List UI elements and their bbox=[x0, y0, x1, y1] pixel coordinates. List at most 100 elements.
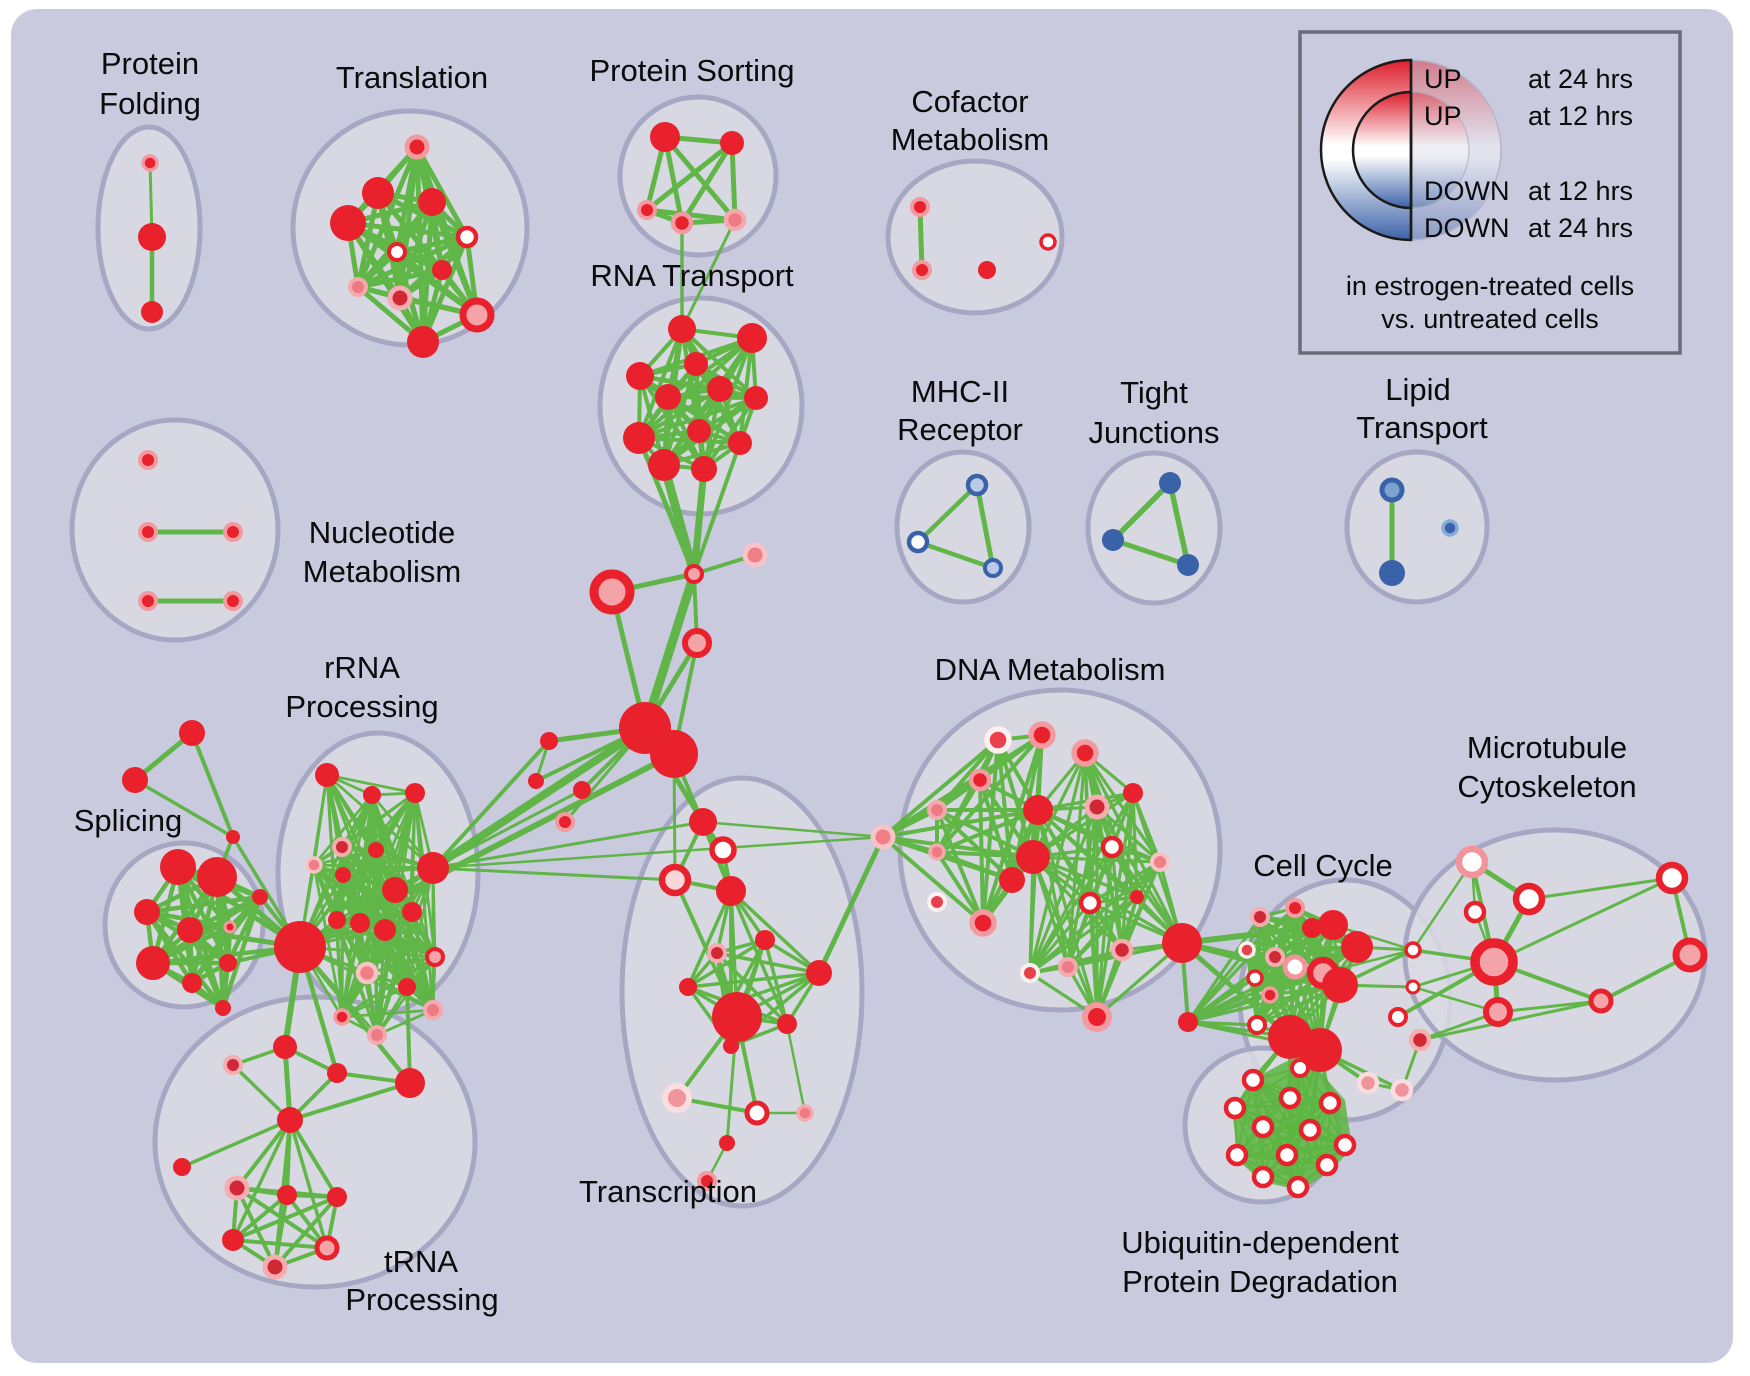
network-node[interactable] bbox=[910, 197, 930, 217]
network-node[interactable] bbox=[709, 836, 737, 864]
network-node[interactable] bbox=[1455, 845, 1489, 879]
network-node[interactable] bbox=[1238, 941, 1256, 959]
network-node[interactable] bbox=[978, 261, 996, 279]
network-node[interactable] bbox=[1379, 477, 1405, 503]
network-node[interactable] bbox=[1322, 967, 1358, 1003]
network-node[interactable] bbox=[305, 856, 323, 874]
network-node[interactable] bbox=[623, 422, 655, 454]
network-node[interactable] bbox=[417, 852, 449, 884]
network-node[interactable] bbox=[138, 591, 158, 611]
network-node[interactable] bbox=[679, 978, 697, 996]
network-node[interactable] bbox=[387, 285, 413, 311]
network-node[interactable] bbox=[1223, 1096, 1247, 1120]
network-node[interactable] bbox=[1318, 910, 1348, 940]
network-node[interactable] bbox=[141, 301, 163, 323]
network-node[interactable] bbox=[1285, 898, 1305, 918]
network-node[interactable] bbox=[984, 726, 1012, 754]
network-node[interactable] bbox=[335, 867, 351, 883]
network-node[interactable] bbox=[723, 208, 747, 232]
network-node[interactable] bbox=[707, 943, 727, 963]
network-node[interactable] bbox=[402, 902, 422, 922]
network-node[interactable] bbox=[1102, 529, 1124, 551]
network-node[interactable] bbox=[355, 961, 379, 985]
network-node[interactable] bbox=[1028, 721, 1056, 749]
network-node[interactable] bbox=[404, 134, 430, 160]
network-node[interactable] bbox=[1298, 1118, 1322, 1142]
network-node[interactable] bbox=[398, 978, 416, 996]
network-node[interactable] bbox=[1379, 560, 1405, 586]
network-node[interactable] bbox=[350, 913, 370, 933]
network-node[interactable] bbox=[1286, 1175, 1310, 1199]
network-node[interactable] bbox=[655, 384, 681, 410]
network-node[interactable] bbox=[928, 843, 946, 861]
network-node[interactable] bbox=[1261, 986, 1279, 1004]
network-node[interactable] bbox=[684, 564, 704, 584]
network-node[interactable] bbox=[348, 277, 368, 297]
network-node[interactable] bbox=[1463, 900, 1487, 924]
network-node[interactable] bbox=[719, 1135, 735, 1151]
network-node[interactable] bbox=[425, 947, 445, 967]
network-node[interactable] bbox=[418, 188, 446, 216]
network-node[interactable] bbox=[589, 569, 635, 615]
network-node[interactable] bbox=[870, 824, 896, 850]
network-node[interactable] bbox=[1588, 988, 1614, 1014]
network-node[interactable] bbox=[1159, 472, 1181, 494]
network-node[interactable] bbox=[1405, 979, 1421, 995]
network-node[interactable] bbox=[1250, 907, 1270, 927]
network-node[interactable] bbox=[1247, 1015, 1267, 1035]
network-node[interactable] bbox=[219, 954, 237, 972]
network-node[interactable] bbox=[136, 946, 170, 980]
network-node[interactable] bbox=[223, 591, 243, 611]
network-node[interactable] bbox=[367, 1025, 387, 1045]
network-node[interactable] bbox=[423, 1000, 443, 1020]
network-node[interactable] bbox=[670, 211, 694, 235]
network-node[interactable] bbox=[1110, 938, 1134, 962]
network-node[interactable] bbox=[134, 899, 160, 925]
network-node[interactable] bbox=[1016, 840, 1050, 874]
network-node[interactable] bbox=[744, 386, 768, 410]
network-node[interactable] bbox=[1408, 1028, 1432, 1052]
network-node[interactable] bbox=[1150, 852, 1170, 872]
network-node[interactable] bbox=[697, 1171, 717, 1191]
network-node[interactable] bbox=[363, 786, 381, 804]
network-node[interactable] bbox=[650, 122, 680, 152]
network-node[interactable] bbox=[368, 842, 384, 858]
network-node[interactable] bbox=[927, 892, 947, 912]
network-node[interactable] bbox=[273, 1035, 297, 1059]
network-node[interactable] bbox=[138, 450, 158, 470]
network-node[interactable] bbox=[737, 323, 767, 353]
network-node[interactable] bbox=[327, 1187, 347, 1207]
network-node[interactable] bbox=[459, 297, 495, 333]
network-node[interactable] bbox=[707, 376, 733, 402]
network-node[interactable] bbox=[1020, 963, 1040, 983]
network-node[interactable] bbox=[728, 431, 752, 455]
network-node[interactable] bbox=[1278, 1086, 1302, 1110]
network-node[interactable] bbox=[1241, 1068, 1265, 1092]
network-node[interactable] bbox=[1177, 554, 1199, 576]
network-node[interactable] bbox=[689, 808, 717, 836]
network-node[interactable] bbox=[648, 449, 680, 481]
network-node[interactable] bbox=[226, 830, 240, 844]
network-node[interactable] bbox=[330, 205, 366, 241]
network-node[interactable] bbox=[1178, 1012, 1198, 1032]
network-node[interactable] bbox=[333, 1008, 351, 1026]
network-node[interactable] bbox=[637, 200, 657, 220]
network-node[interactable] bbox=[1039, 233, 1057, 251]
network-node[interactable] bbox=[182, 973, 202, 993]
network-node[interactable] bbox=[387, 242, 407, 262]
network-node[interactable] bbox=[1282, 954, 1308, 980]
network-node[interactable] bbox=[573, 781, 591, 799]
network-node[interactable] bbox=[723, 1038, 739, 1054]
network-node[interactable] bbox=[744, 1100, 770, 1126]
network-node[interactable] bbox=[1058, 957, 1078, 977]
network-node[interactable] bbox=[1302, 918, 1322, 938]
network-node[interactable] bbox=[395, 1068, 425, 1098]
network-node[interactable] bbox=[122, 767, 148, 793]
network-node[interactable] bbox=[328, 911, 346, 929]
network-node[interactable] bbox=[983, 558, 1003, 578]
network-node[interactable] bbox=[969, 909, 997, 937]
network-node[interactable] bbox=[796, 1104, 814, 1122]
network-node[interactable] bbox=[407, 326, 439, 358]
network-node[interactable] bbox=[668, 315, 696, 343]
network-node[interactable] bbox=[277, 1185, 297, 1205]
